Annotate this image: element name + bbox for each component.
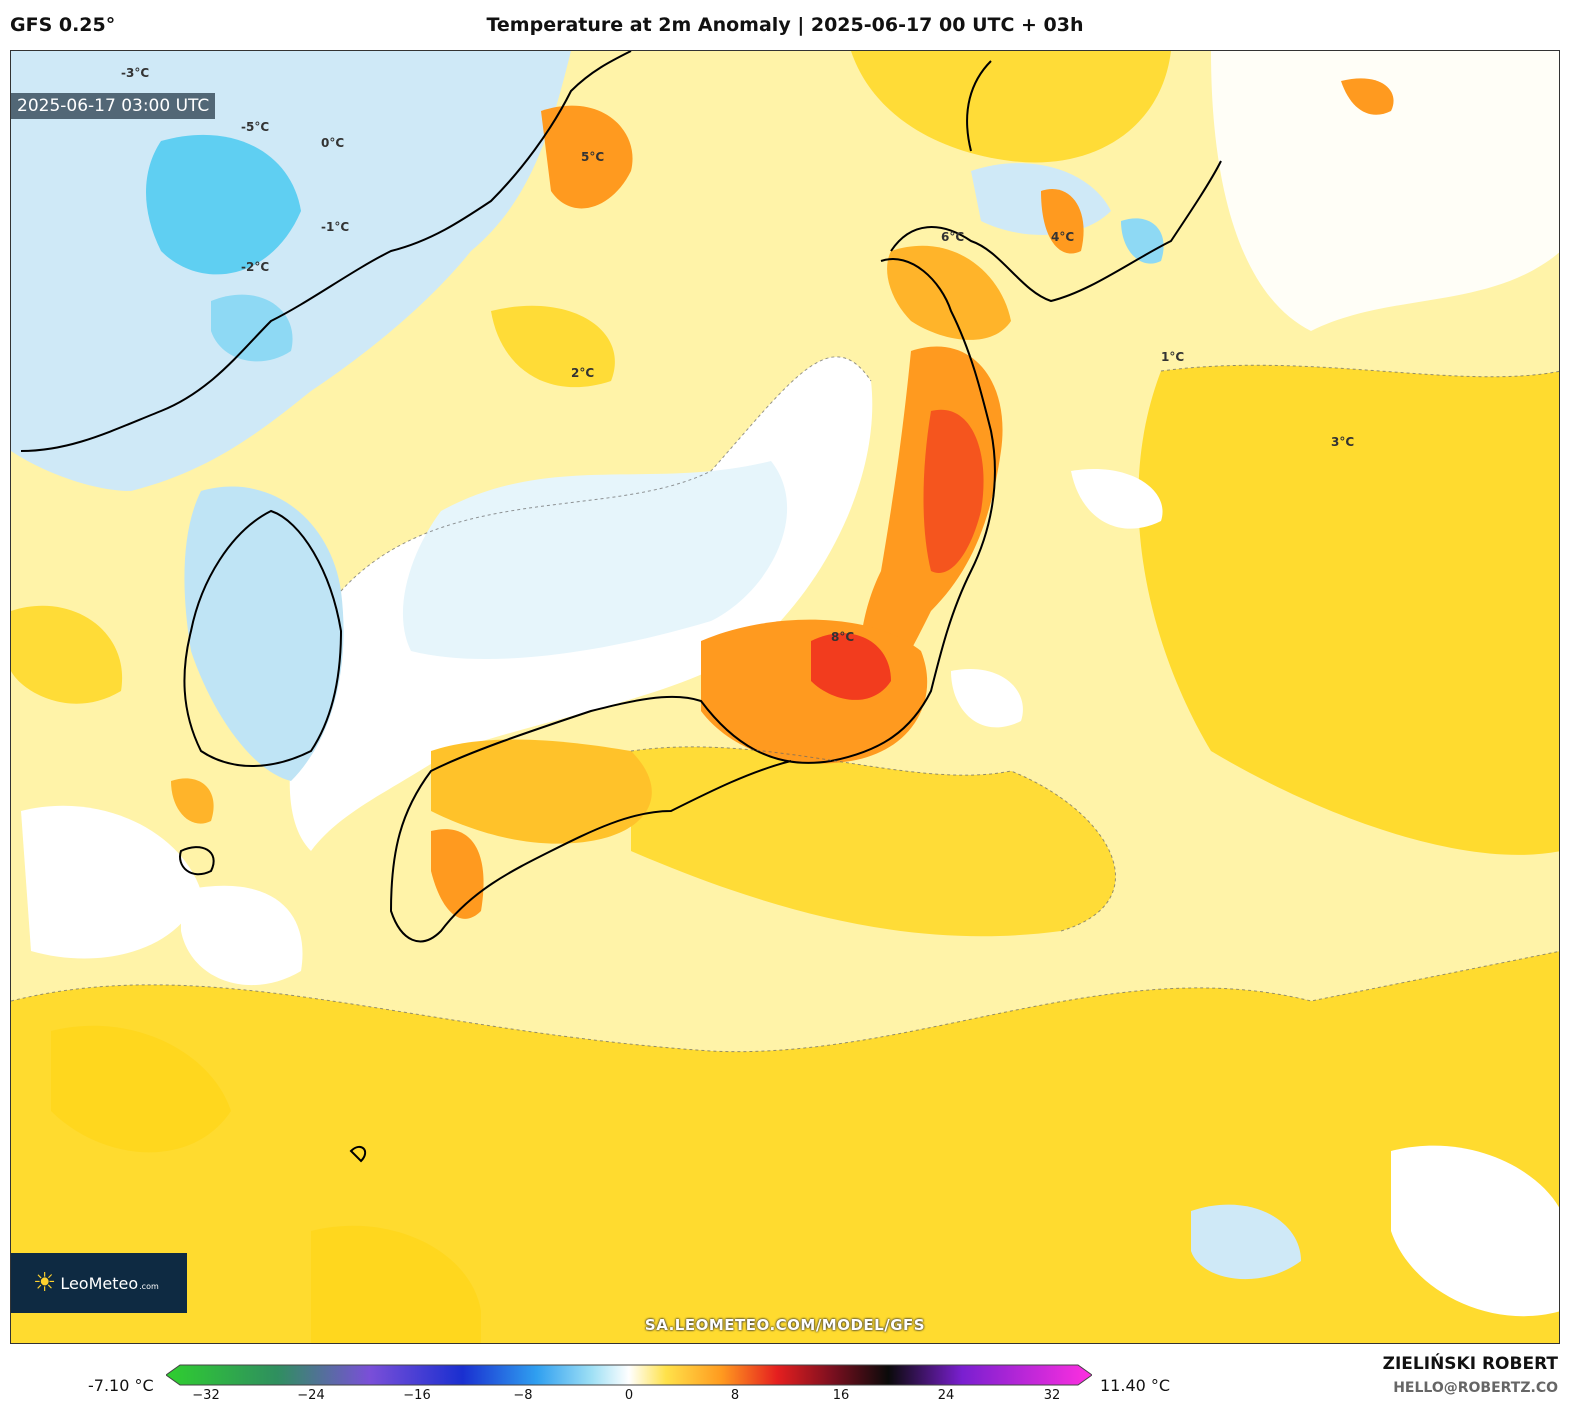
contour-label: 4°C — [1051, 230, 1074, 244]
colorbar-tick: 24 — [937, 1388, 955, 1403]
contour-label: 0°C — [321, 136, 344, 150]
contour-lines — [11, 356, 1559, 1053]
cold-patches — [11, 51, 1301, 1280]
contour-label: 1°C — [1161, 350, 1184, 364]
model-label: GFS 0.25° — [10, 14, 116, 36]
leometeo-logo[interactable]: ☀ LeoMeteo .com — [11, 1253, 187, 1313]
logo-text: LeoMeteo — [60, 1273, 139, 1293]
colorbar-tick: −16 — [403, 1388, 431, 1403]
warm-patches — [11, 51, 1559, 1343]
contour-label: 8°C — [831, 630, 854, 644]
contour-label: -5°C — [241, 120, 269, 134]
colorbar-max-label: 11.40 °C — [1100, 1376, 1171, 1395]
anomaly-map[interactable]: -5°C -3°C -2°C -1°C 0°C 1°C 2°C 3°C 4°C … — [10, 50, 1560, 1344]
neutral-patches — [21, 51, 1559, 1317]
colorbar-tick: −32 — [192, 1388, 220, 1403]
logo-domain: .com — [139, 1281, 159, 1291]
coastlines — [20, 51, 1222, 1163]
contour-label: 6°C — [941, 230, 964, 244]
colorbar-tick: 16 — [832, 1388, 850, 1403]
colorbar-tick: 0 — [624, 1388, 634, 1403]
contour-label: -1°C — [321, 220, 349, 234]
colorbar-tick: −24 — [297, 1388, 325, 1403]
colorbar-tick: 8 — [730, 1388, 740, 1403]
author-email[interactable]: HELLO@ROBERTZ.CO — [1393, 1380, 1558, 1396]
map-canvas: -5°C -3°C -2°C -1°C 0°C 1°C 2°C 3°C 4°C … — [11, 51, 1559, 1343]
colorbar-tick: −8 — [513, 1388, 533, 1403]
colorbar-ticks: −32 −24 −16 −8 0 8 16 24 32 — [166, 1388, 1092, 1404]
valid-time-label: 2025-06-17 03:00 UTC — [11, 93, 216, 119]
contour-labels: -5°C -3°C -2°C -1°C 0°C 1°C 2°C 3°C 4°C … — [121, 66, 1354, 644]
contour-label: -2°C — [241, 260, 269, 274]
hot-patches — [171, 78, 1394, 919]
colorbar — [166, 1364, 1092, 1386]
sun-icon: ☀ — [33, 1268, 57, 1298]
chart-title: Temperature at 2m Anomaly | 2025-06-17 0… — [486, 14, 1084, 36]
contour-label: 5°C — [581, 150, 604, 164]
author-name: ZIELIŃSKI ROBERT — [1382, 1354, 1558, 1374]
source-url[interactable]: SA.LEOMETEO.COM/MODEL/GFS — [644, 1316, 926, 1334]
contour-label: 3°C — [1331, 435, 1354, 449]
contour-label: 2°C — [571, 366, 594, 380]
colorbar-min-label: -7.10 °C — [88, 1376, 154, 1395]
contour-label: -3°C — [121, 66, 149, 80]
colorbar-tick: 32 — [1043, 1388, 1061, 1403]
